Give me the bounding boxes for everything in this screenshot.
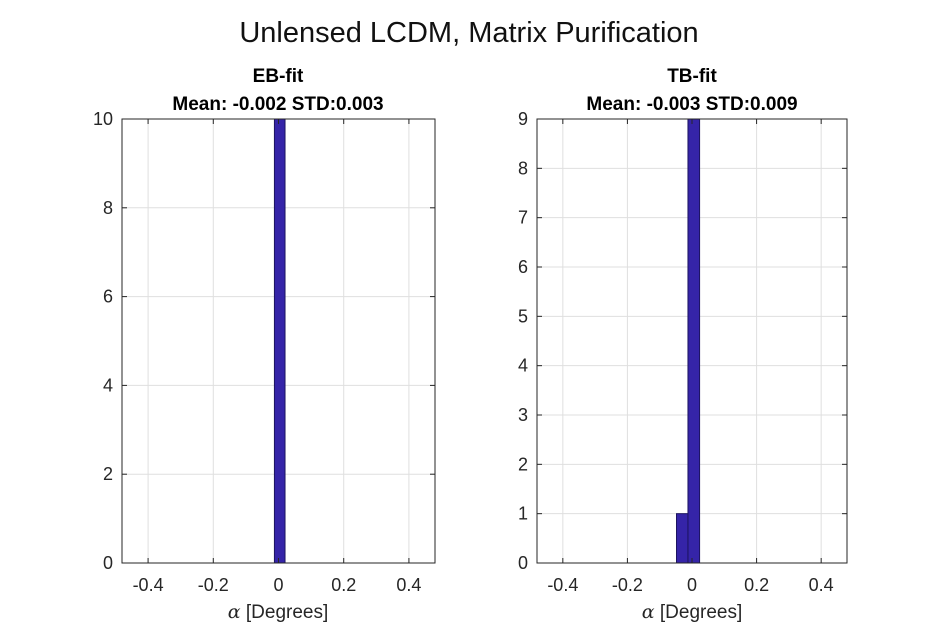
y-tick-label: 9 <box>518 109 528 129</box>
x-tick-label: 0 <box>273 575 283 595</box>
x-tick-label: 0 <box>687 575 697 595</box>
x-tick-label: -0.2 <box>198 575 229 595</box>
y-tick-label: 10 <box>93 109 113 129</box>
x-tick-label: 0.2 <box>744 575 769 595</box>
tick-marks <box>122 118 435 564</box>
x-axis-label: α [Degrees] <box>228 601 329 623</box>
x-tick-labels: -0.4 -0.2 0 0.2 0.4 <box>547 575 833 595</box>
histogram-bar <box>676 513 689 564</box>
x-axis-label-symbol: α <box>642 601 655 623</box>
y-tick-label: 0 <box>518 553 528 573</box>
figure-title: Unlensed LCDM, Matrix Purification <box>239 17 698 49</box>
x-tick-label: -0.4 <box>133 575 164 595</box>
y-tick-labels: 0 1 2 3 4 5 6 7 8 9 <box>518 109 528 573</box>
y-tick-label: 4 <box>103 375 113 395</box>
panel-title-line1: EB-fit <box>253 66 304 87</box>
panel-eb-fit: EB-fit Mean: -0.002 STD:0.003 -0.4 -0.2 0 0… <box>93 66 436 623</box>
y-tick-label: 6 <box>518 257 528 277</box>
tick-marks <box>537 118 847 564</box>
y-tick-label: 2 <box>518 454 528 474</box>
panel-title-line2: Mean: -0.003 STD:0.009 <box>586 94 797 115</box>
y-tick-labels: 0 2 4 6 8 10 <box>93 109 113 573</box>
y-tick-label: 2 <box>103 464 113 484</box>
histogram-bars <box>676 118 701 564</box>
x-tick-label: 0.4 <box>809 575 834 595</box>
x-tick-label: 0.4 <box>396 575 421 595</box>
panel-title-line1: TB-fit <box>667 66 717 87</box>
x-axis-label: α [Degrees] <box>642 601 743 623</box>
x-tick-labels: -0.4 -0.2 0 0.2 0.4 <box>133 575 422 595</box>
y-tick-label: 0 <box>103 553 113 573</box>
x-axis-label-symbol: α <box>228 601 241 623</box>
y-tick-label: 5 <box>518 306 528 326</box>
histogram-bar <box>687 118 701 564</box>
y-tick-label: 8 <box>518 158 528 178</box>
panel-tb-fit: TB-fit Mean: -0.003 STD:0.009 -0.4 -0.2 0 0… <box>518 66 848 623</box>
y-tick-label: 1 <box>518 504 528 524</box>
x-tick-label: -0.2 <box>612 575 643 595</box>
x-tick-label: 0.2 <box>331 575 356 595</box>
y-tick-label: 6 <box>103 287 113 307</box>
y-tick-label: 8 <box>103 198 113 218</box>
histogram-bars <box>273 118 286 564</box>
x-axis-label-text: [Degrees] <box>241 602 329 623</box>
panel-title-line2: Mean: -0.002 STD:0.003 <box>172 94 383 115</box>
x-tick-label: -0.4 <box>547 575 578 595</box>
y-tick-label: 4 <box>518 356 528 376</box>
histogram-bar <box>273 118 286 564</box>
y-tick-label: 3 <box>518 405 528 425</box>
y-tick-label: 7 <box>518 208 528 228</box>
x-axis-label-text: [Degrees] <box>655 602 743 623</box>
